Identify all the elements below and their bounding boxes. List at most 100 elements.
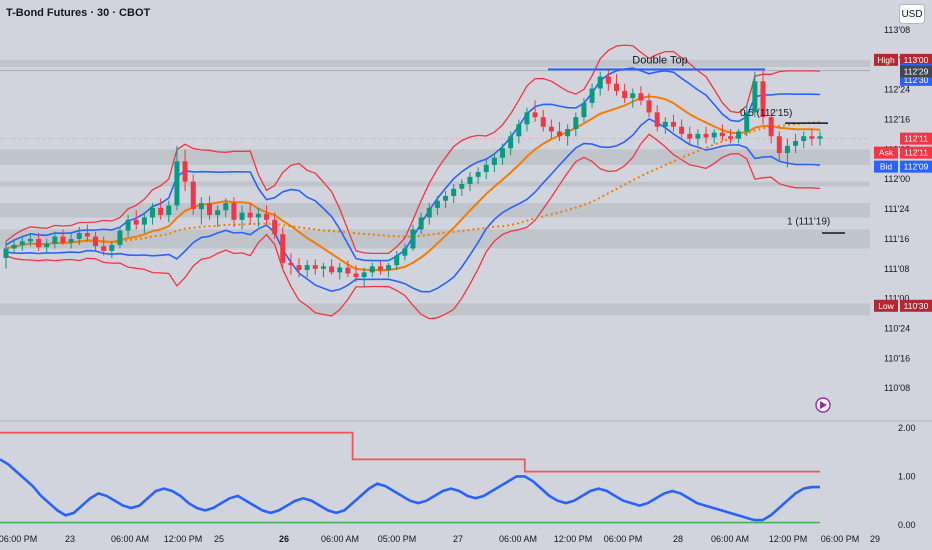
- x-tick-label: 26: [279, 534, 289, 544]
- candle-body: [614, 83, 619, 91]
- price-label-value: 112'11: [904, 148, 928, 158]
- candle-body: [337, 267, 343, 273]
- candle-body: [451, 188, 457, 196]
- candle-body: [117, 230, 123, 245]
- x-tick-label: 12:00 PM: [164, 534, 203, 544]
- candle-body: [36, 238, 42, 248]
- candle-body: [93, 236, 99, 247]
- candle-body: [434, 200, 440, 208]
- candle-body: [19, 241, 25, 245]
- candle-body: [687, 133, 693, 139]
- candle-body: [280, 234, 286, 263]
- candle-body: [532, 112, 538, 118]
- candle-body: [793, 141, 799, 146]
- candle-body: [182, 161, 188, 182]
- indicator-step-line: [0, 431, 820, 473]
- x-tick-label: 06:00 PM: [821, 534, 860, 544]
- x-tick-label: 06:00 AM: [111, 534, 149, 544]
- candle-body: [581, 102, 587, 118]
- candle-body: [500, 148, 506, 158]
- price-label-value-bg: [900, 160, 932, 173]
- currency-button[interactable]: USD: [899, 4, 925, 24]
- y-tick-label: 111'00: [884, 294, 909, 304]
- x-tick-label: 06:00 AM: [711, 534, 749, 544]
- candle-body: [158, 207, 164, 216]
- price-label-marker: 112'11: [900, 132, 932, 145]
- candle-body: [320, 266, 326, 269]
- candle-body: [597, 76, 603, 89]
- candle-body: [426, 207, 432, 218]
- price-label-value: 110'30: [904, 301, 929, 311]
- candle-body: [524, 112, 530, 125]
- candle-body: [109, 244, 115, 251]
- candle-body: [247, 212, 253, 218]
- zone-5: [0, 303, 870, 316]
- candle-body: [768, 117, 774, 137]
- zone-0: [0, 59, 870, 68]
- candle-body: [622, 90, 628, 99]
- candle-body: [760, 81, 766, 118]
- candle-body: [638, 93, 644, 101]
- candle-body: [483, 164, 489, 173]
- candle-body: [239, 212, 245, 220]
- candle-body: [231, 203, 237, 220]
- y-tick-label: 113'08: [884, 25, 910, 35]
- candle-body: [125, 219, 131, 231]
- indicator-y-tick: 1.00: [898, 471, 916, 481]
- candle-body: [68, 238, 74, 243]
- candle-body: [312, 265, 318, 269]
- candle-body: [801, 136, 807, 142]
- replay-icon-arrow: [820, 401, 827, 409]
- candle-body: [809, 136, 815, 139]
- y-tick-label: 111'24: [884, 204, 909, 214]
- candle-body: [605, 76, 611, 84]
- x-tick-label: 06:00 PM: [604, 534, 643, 544]
- y-tick-label: 111'16: [884, 234, 909, 244]
- candle-body: [654, 112, 660, 127]
- candle-body: [719, 132, 725, 137]
- candle-body: [76, 232, 82, 239]
- x-tick-label: 05:00 PM: [378, 534, 417, 544]
- candle-body: [329, 266, 335, 273]
- candle-body: [263, 213, 269, 220]
- candle-body: [467, 176, 473, 185]
- candle-body: [695, 133, 701, 139]
- candle-body: [784, 145, 790, 153]
- candle-body: [817, 136, 823, 139]
- candle-body: [410, 229, 416, 249]
- x-tick-label: 12:00 PM: [554, 534, 593, 544]
- y-tick-label: 110'24: [884, 323, 910, 333]
- candle-body: [459, 184, 465, 189]
- candle-body: [402, 248, 408, 256]
- price-label-value: 112'11: [904, 134, 928, 144]
- candle-body: [190, 181, 196, 210]
- x-tick-label: 12:00 PM: [769, 534, 808, 544]
- price-label-value-bg: [900, 299, 932, 312]
- candle-body: [207, 203, 212, 216]
- candle-body: [662, 121, 668, 127]
- candle-body: [540, 117, 546, 127]
- candle-body: [27, 238, 33, 242]
- price-label-value-bg: [900, 53, 932, 66]
- candle-body: [418, 217, 424, 230]
- candle-body: [60, 236, 66, 243]
- candle-body: [646, 100, 652, 113]
- candle-body: [727, 136, 733, 139]
- candle-body: [141, 217, 147, 225]
- y-tick-label: 112'00: [884, 174, 910, 184]
- candle-body: [443, 195, 449, 201]
- indicator-main-line: [0, 458, 820, 522]
- y-tick-label: 111'08: [884, 264, 909, 274]
- candle-body: [377, 266, 383, 270]
- bollinger-lower-inner: [5, 117, 821, 293]
- x-tick-label: 06:00 AM: [321, 534, 359, 544]
- annotation-double-top: Double Top: [632, 54, 687, 66]
- replay-icon: [815, 397, 831, 413]
- price-label-name-bg: [874, 160, 898, 173]
- candle-body: [304, 265, 310, 270]
- x-tick-label: 29: [870, 534, 880, 544]
- price-label-value: 112'29: [904, 67, 929, 77]
- candle-body: [84, 232, 90, 237]
- x-tick-label: 28: [673, 534, 683, 544]
